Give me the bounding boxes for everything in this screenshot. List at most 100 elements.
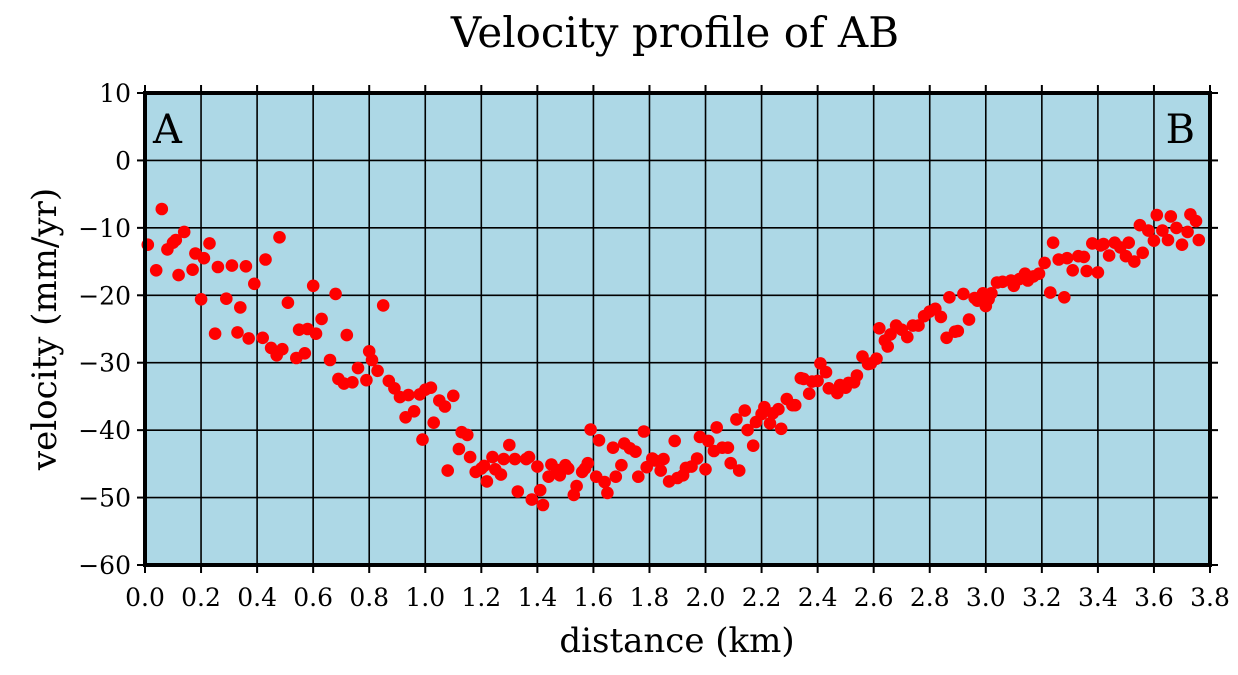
data-point [276, 342, 289, 356]
point-a-label: A [152, 107, 183, 153]
data-point [203, 237, 216, 250]
data-point [732, 464, 746, 477]
x-tick-label: 0.6 [293, 583, 333, 612]
data-point [503, 438, 516, 452]
y-tick-label: 10 [99, 79, 131, 108]
data-point [533, 483, 547, 497]
data-point [1156, 224, 1169, 237]
plot-frame [143, 91, 1212, 567]
data-point [632, 470, 645, 484]
data-point [601, 486, 614, 500]
data-point [1046, 236, 1060, 249]
data-point [427, 416, 441, 430]
data-point [351, 361, 365, 375]
data-point [1060, 251, 1074, 265]
y-tick-label: −50 [78, 484, 131, 513]
data-point [273, 231, 286, 244]
data-point [934, 310, 948, 324]
data-point [371, 364, 384, 378]
data-point [774, 422, 788, 436]
data-point [480, 475, 494, 488]
data-point [197, 251, 211, 265]
plot-background [145, 93, 1210, 565]
x-tick-label: 3.2 [1022, 583, 1062, 612]
chart-title: Velocity profile of AB [450, 8, 899, 57]
data-point [985, 287, 998, 300]
data-point [494, 468, 508, 481]
data-point [522, 450, 536, 464]
data-point [581, 456, 595, 470]
data-point [943, 291, 956, 304]
data-point [346, 376, 359, 389]
data-point [881, 340, 894, 353]
data-point [819, 365, 833, 379]
data-point [598, 475, 611, 489]
data-point [402, 388, 415, 402]
x-tick-label: 3.6 [1134, 583, 1174, 612]
data-point [1077, 250, 1091, 264]
data-point [1066, 264, 1079, 277]
data-point [637, 425, 651, 438]
data-point [511, 485, 525, 498]
data-point [416, 433, 429, 446]
data-point [746, 439, 760, 453]
data-point [962, 313, 976, 326]
data-point [306, 279, 320, 293]
data-point [730, 413, 743, 426]
data-point [376, 299, 390, 312]
x-tick-label: 3.0 [966, 583, 1006, 612]
data-point [438, 400, 452, 413]
y-tick-label: −60 [78, 551, 131, 580]
data-point [531, 460, 544, 473]
data-point [951, 324, 965, 338]
data-point [1136, 246, 1149, 260]
data-point [508, 452, 522, 466]
data-point [1102, 249, 1116, 262]
data-point [772, 402, 785, 416]
data-point [452, 442, 466, 456]
data-point [721, 441, 735, 455]
data-point [309, 327, 323, 341]
data-point [699, 463, 712, 476]
data-point [234, 301, 247, 314]
y-tick-label: −20 [78, 281, 131, 310]
data-point [609, 470, 623, 484]
y-tick-label: −30 [78, 349, 131, 378]
x-tick-label: 2.4 [798, 583, 838, 612]
data-point [231, 326, 244, 339]
data-point [811, 374, 824, 388]
data-point [461, 428, 474, 442]
data-point [194, 293, 208, 306]
data-point [873, 322, 886, 335]
data-point [155, 202, 169, 216]
y-axis-label: velocity (mm/yr) [25, 188, 65, 471]
y-tick-label: −40 [78, 416, 131, 445]
data-point [256, 331, 270, 345]
data-point [497, 452, 511, 466]
data-point [1080, 264, 1093, 278]
x-axis-ticks: 0.0 0.2 0.4 0.6 0.8 1.0 1.2 1.4 1.6 1.8 2.0 2.2 2.4 2… [125, 85, 1230, 612]
data-point [741, 423, 754, 437]
data-point [1032, 267, 1046, 281]
data-point [657, 452, 670, 466]
data-point [169, 233, 183, 247]
data-point [1122, 236, 1135, 249]
data-point [912, 319, 925, 332]
data-point [606, 441, 620, 455]
data-point [248, 277, 261, 291]
data-point [592, 434, 606, 447]
data-point [242, 332, 255, 345]
data-point [177, 225, 191, 239]
data-point [315, 312, 328, 326]
x-tick-label: 0.0 [125, 583, 165, 612]
x-tick-label: 0.8 [349, 583, 389, 612]
x-tick-label: 2.8 [910, 583, 950, 612]
data-point [360, 373, 373, 387]
data-point [702, 434, 715, 448]
data-point [901, 330, 914, 344]
data-point [1044, 286, 1057, 299]
x-tick-label: 0.4 [237, 583, 277, 612]
data-point [1058, 291, 1071, 304]
data-point [870, 352, 883, 366]
